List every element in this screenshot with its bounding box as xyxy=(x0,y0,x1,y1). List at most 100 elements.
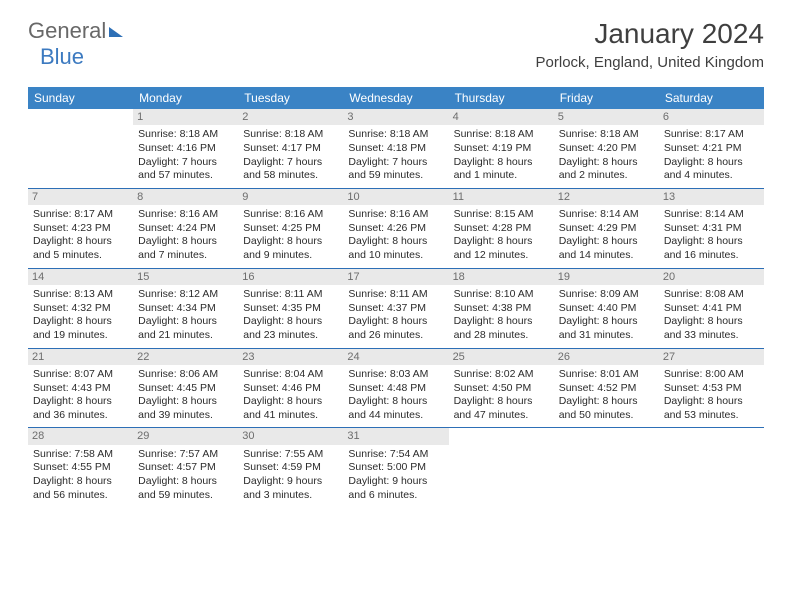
sunrise-text: Sunrise: 8:06 AM xyxy=(138,368,233,382)
calendar-cell: 16Sunrise: 8:11 AMSunset: 4:35 PMDayligh… xyxy=(238,269,343,348)
calendar-week: 21Sunrise: 8:07 AMSunset: 4:43 PMDayligh… xyxy=(28,348,764,428)
daylight2-text: and 41 minutes. xyxy=(243,409,338,423)
day-number: 20 xyxy=(659,269,764,285)
daylight1-text: Daylight: 8 hours xyxy=(559,395,654,409)
sunset-text: Sunset: 4:48 PM xyxy=(348,382,443,396)
day-number: 30 xyxy=(238,428,343,444)
day-header-row: Sunday Monday Tuesday Wednesday Thursday… xyxy=(28,87,764,109)
sunset-text: Sunset: 4:59 PM xyxy=(243,461,338,475)
sunrise-text: Sunrise: 8:10 AM xyxy=(454,288,549,302)
daylight1-text: Daylight: 8 hours xyxy=(664,156,759,170)
day-number: 28 xyxy=(28,428,133,444)
daylight2-text: and 36 minutes. xyxy=(33,409,128,423)
sunset-text: Sunset: 4:50 PM xyxy=(454,382,549,396)
day-number: 16 xyxy=(238,269,343,285)
daylight2-text: and 47 minutes. xyxy=(454,409,549,423)
daylight2-text: and 28 minutes. xyxy=(454,329,549,343)
daylight1-text: Daylight: 8 hours xyxy=(33,395,128,409)
day-header: Saturday xyxy=(659,87,764,109)
day-number: 18 xyxy=(449,269,554,285)
sunrise-text: Sunrise: 8:11 AM xyxy=(348,288,443,302)
sunset-text: Sunset: 4:16 PM xyxy=(138,142,233,156)
sunset-text: Sunset: 4:52 PM xyxy=(559,382,654,396)
sunrise-text: Sunrise: 8:04 AM xyxy=(243,368,338,382)
day-number: 6 xyxy=(659,109,764,125)
daylight2-text: and 59 minutes. xyxy=(138,489,233,503)
daylight2-text: and 56 minutes. xyxy=(33,489,128,503)
sunset-text: Sunset: 4:37 PM xyxy=(348,302,443,316)
daylight2-text: and 53 minutes. xyxy=(664,409,759,423)
calendar-cell: 21Sunrise: 8:07 AMSunset: 4:43 PMDayligh… xyxy=(28,349,133,428)
calendar-cell: 19Sunrise: 8:09 AMSunset: 4:40 PMDayligh… xyxy=(554,269,659,348)
sunrise-text: Sunrise: 8:16 AM xyxy=(348,208,443,222)
calendar-cell: 24Sunrise: 8:03 AMSunset: 4:48 PMDayligh… xyxy=(343,349,448,428)
day-number: 14 xyxy=(28,269,133,285)
daylight2-text: and 44 minutes. xyxy=(348,409,443,423)
brand-part1: General xyxy=(28,18,106,44)
sunrise-text: Sunrise: 8:18 AM xyxy=(348,128,443,142)
calendar-cell xyxy=(28,109,133,188)
day-number: 8 xyxy=(133,189,238,205)
sunset-text: Sunset: 4:55 PM xyxy=(33,461,128,475)
sunset-text: Sunset: 4:43 PM xyxy=(33,382,128,396)
daylight2-text: and 39 minutes. xyxy=(138,409,233,423)
sunrise-text: Sunrise: 8:17 AM xyxy=(33,208,128,222)
sunrise-text: Sunrise: 8:17 AM xyxy=(664,128,759,142)
daylight2-text: and 9 minutes. xyxy=(243,249,338,263)
calendar-cell: 1Sunrise: 8:18 AMSunset: 4:16 PMDaylight… xyxy=(133,109,238,188)
daylight2-text: and 12 minutes. xyxy=(454,249,549,263)
sunrise-text: Sunrise: 8:18 AM xyxy=(559,128,654,142)
calendar-cell: 26Sunrise: 8:01 AMSunset: 4:52 PMDayligh… xyxy=(554,349,659,428)
daylight1-text: Daylight: 8 hours xyxy=(138,395,233,409)
day-number: 4 xyxy=(449,109,554,125)
calendar-week: 14 Sunrise: 8:13 AMSunset: 4:32 PM Dayligh… xyxy=(28,268,764,348)
sunrise-text: Sunrise: 8:18 AM xyxy=(243,128,338,142)
calendar-cell: 18Sunrise: 8:10 AMSunset: 4:38 PMDayligh… xyxy=(449,269,554,348)
daylight1-text: Daylight: 8 hours xyxy=(664,395,759,409)
daylight1-text: Daylight: 8 hours xyxy=(559,235,654,249)
title-block: January 2024 Porlock, England, United Ki… xyxy=(536,18,764,71)
day-number: 9 xyxy=(238,189,343,205)
daylight1-text: Daylight: 8 hours xyxy=(454,156,549,170)
day-number: 22 xyxy=(133,349,238,365)
sunrise-text: Sunrise: 8:16 AM xyxy=(138,208,233,222)
sunset-text: Sunset: 4:53 PM xyxy=(664,382,759,396)
sunrise-text: Sunrise: 8:00 AM xyxy=(664,368,759,382)
sunset-text: Sunset: 4:41 PM xyxy=(664,302,759,316)
sunrise-text: Sunrise: 8:18 AM xyxy=(454,128,549,142)
sunset-text: Sunset: 4:32 PM xyxy=(33,302,128,316)
day-number: 19 xyxy=(554,269,659,285)
sunrise-text: Sunrise: 8:14 AM xyxy=(559,208,654,222)
daylight2-text: and 50 minutes. xyxy=(559,409,654,423)
day-header: Tuesday xyxy=(238,87,343,109)
sunrise-text: Sunrise: 7:58 AM xyxy=(33,448,128,462)
daylight2-text: and 1 minute. xyxy=(454,169,549,183)
calendar-week: 7Sunrise: 8:17 AMSunset: 4:23 PMDaylight… xyxy=(28,188,764,268)
calendar-cell: 11Sunrise: 8:15 AMSunset: 4:28 PMDayligh… xyxy=(449,189,554,268)
sunset-text: Sunset: 4:23 PM xyxy=(33,222,128,236)
daylight1-text: Daylight: 7 hours xyxy=(348,156,443,170)
sunrise-text: Sunrise: 8:07 AM xyxy=(33,368,128,382)
calendar-cell: 14Sunrise: 8:13 AMSunset: 4:32 PMDayligh… xyxy=(28,269,133,348)
sunrise-text: Sunrise: 8:13 AM xyxy=(33,288,128,302)
calendar-cell xyxy=(659,428,764,507)
daylight1-text: Daylight: 8 hours xyxy=(348,235,443,249)
sunset-text: Sunset: 5:00 PM xyxy=(348,461,443,475)
sunrise-text: Sunrise: 8:02 AM xyxy=(454,368,549,382)
day-header: Wednesday xyxy=(343,87,448,109)
day-number: 25 xyxy=(449,349,554,365)
daylight2-text: and 6 minutes. xyxy=(348,489,443,503)
calendar-cell: 6Sunrise: 8:17 AMSunset: 4:21 PMDaylight… xyxy=(659,109,764,188)
daylight1-text: Daylight: 8 hours xyxy=(454,315,549,329)
sunset-text: Sunset: 4:26 PM xyxy=(348,222,443,236)
day-header: Thursday xyxy=(449,87,554,109)
calendar-cell: 4Sunrise: 8:18 AMSunset: 4:19 PMDaylight… xyxy=(449,109,554,188)
calendar-cell: 30Sunrise: 7:55 AMSunset: 4:59 PMDayligh… xyxy=(238,428,343,507)
sunset-text: Sunset: 4:46 PM xyxy=(243,382,338,396)
sunset-text: Sunset: 4:18 PM xyxy=(348,142,443,156)
day-number: 1 xyxy=(133,109,238,125)
daylight1-text: Daylight: 8 hours xyxy=(138,475,233,489)
calendar-cell: 27Sunrise: 8:00 AMSunset: 4:53 PMDayligh… xyxy=(659,349,764,428)
sunset-text: Sunset: 4:31 PM xyxy=(664,222,759,236)
sunrise-text: Sunrise: 8:18 AM xyxy=(138,128,233,142)
